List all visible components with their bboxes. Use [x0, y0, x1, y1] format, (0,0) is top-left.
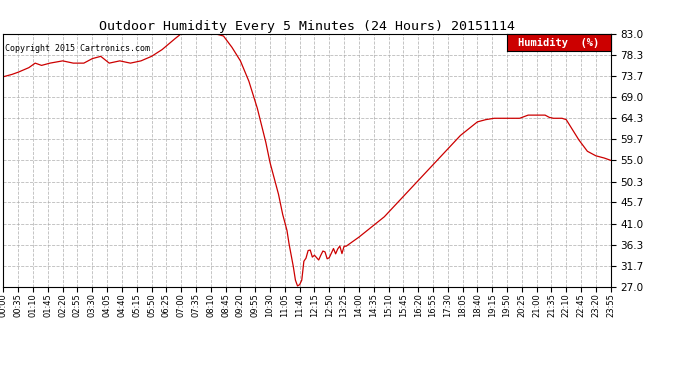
Text: Copyright 2015 Cartronics.com: Copyright 2015 Cartronics.com: [5, 44, 150, 53]
Title: Outdoor Humidity Every 5 Minutes (24 Hours) 20151114: Outdoor Humidity Every 5 Minutes (24 Hou…: [99, 20, 515, 33]
